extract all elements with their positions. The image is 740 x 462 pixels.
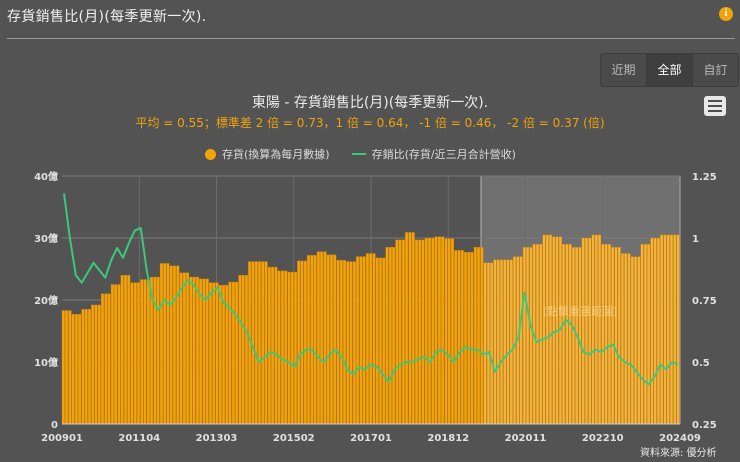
inventory-bars[interactable] — [61, 232, 680, 425]
page-title: 存貨銷售比(月)(每季更新一次). — [7, 9, 207, 25]
y-left-tick: 0 — [51, 420, 58, 431]
info-icon[interactable]: i — [719, 7, 733, 21]
range-button-all[interactable]: 全部 — [647, 54, 693, 86]
legend-item-inventory[interactable]: 存貨(換算為每月數據) — [205, 146, 330, 162]
x-tick-label: 201502 — [273, 433, 315, 444]
range-button-custom[interactable]: 自訂 — [703, 63, 728, 77]
y-left-tick: 30億 — [34, 232, 58, 245]
ratio-line[interactable] — [63, 193, 679, 386]
chart-title: 東陽 - 存貨銷售比(月)(每季更新一次). — [251, 95, 489, 111]
y-right-tick: 1.25 — [692, 172, 717, 183]
x-tick-label: 200901 — [41, 433, 83, 444]
highlight-label: (點擊重選範圍) — [543, 304, 618, 318]
y-right-tick: 0.5 — [692, 358, 710, 369]
data-source: 資料來源: 優分析 — [640, 448, 717, 459]
x-tick-label: 202409 — [659, 433, 701, 444]
y-right-tick: 0.75 — [692, 296, 717, 307]
circle-marker-icon — [205, 148, 216, 160]
legend-label-ratio: 存銷比(存貨/近三月合計營收) — [371, 148, 516, 161]
x-tick-label: 201812 — [427, 433, 469, 444]
legend-label-inventory: 存貨(換算為每月數據) — [222, 148, 330, 161]
x-tick-label: 201303 — [196, 433, 238, 444]
line-marker-icon — [351, 153, 366, 155]
y-right-tick: 0.25 — [692, 420, 717, 431]
x-tick-label: 202210 — [582, 433, 624, 444]
legend-item-ratio[interactable]: 存銷比(存貨/近三月合計營收) — [351, 146, 516, 162]
chart-subtitle: 平均 = 0.55；標準差 2 倍 = 0.73，1 倍 = 0.64， -1 … — [135, 116, 605, 130]
title-divider — [7, 38, 735, 39]
hamburger-menu-icon[interactable] — [704, 96, 726, 116]
y-left-tick: 40億 — [34, 170, 58, 183]
range-selector: 近期 全部 自訂 — [600, 53, 739, 87]
x-tick-label: 201701 — [350, 433, 392, 444]
y-left-tick: 20億 — [34, 294, 58, 307]
y-left-tick: 10億 — [34, 356, 58, 369]
range-button-recent[interactable]: 近期 — [601, 54, 647, 86]
legend: 存貨(換算為每月數據) 存銷比(存貨/近三月合計營收) — [205, 146, 538, 162]
x-tick-label: 202011 — [505, 433, 547, 444]
x-tick-label: 201104 — [118, 433, 160, 444]
y-right-tick: 1 — [692, 234, 699, 245]
